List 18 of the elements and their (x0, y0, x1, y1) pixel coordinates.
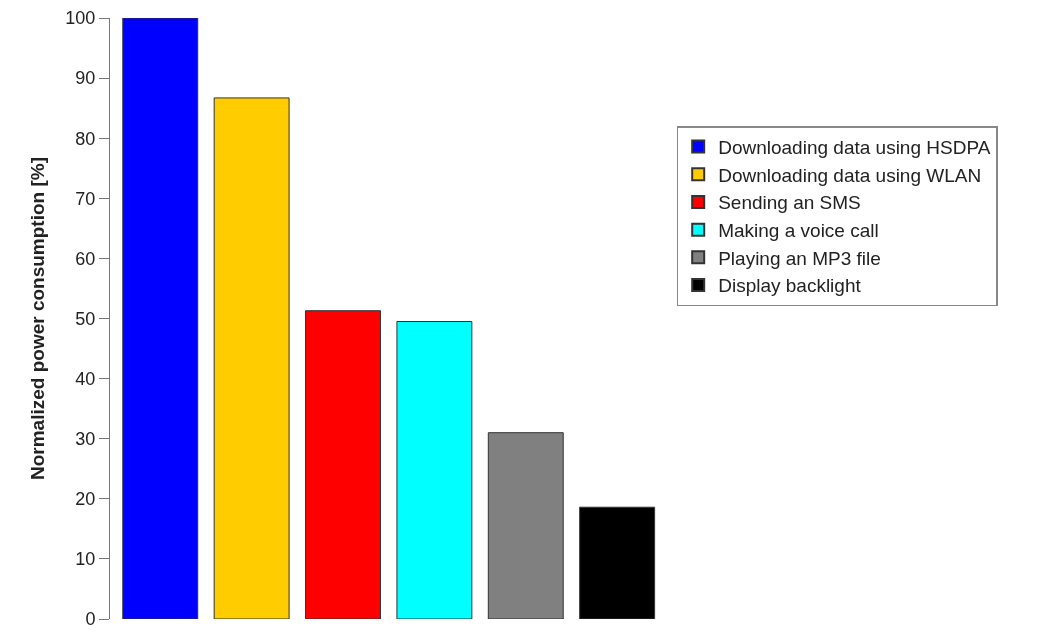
y-tick-label: 20 (75, 489, 96, 510)
y-tick-label: 70 (75, 188, 96, 209)
legend-label: Display backlight (718, 275, 862, 297)
y-tick-label: 10 (75, 549, 96, 570)
y-tick-label: 40 (75, 368, 96, 389)
y-tick-label: 60 (75, 248, 96, 269)
y-tick-label: 30 (75, 429, 96, 449)
y-axis-title: Normalized power consumption [%] (27, 156, 49, 481)
legend-label: Playing an MP3 file (718, 247, 881, 269)
y-tick-label: 100 (65, 8, 96, 29)
y-tick-label: 90 (75, 68, 96, 89)
legend-label: Downloading data using WLAN (718, 164, 982, 186)
legend-label: Sending an SMS (718, 192, 861, 214)
y-tick-label: 80 (75, 128, 96, 149)
y-tick-label: 0 (85, 609, 96, 630)
legend-label: Downloading data using HSDPA (718, 136, 991, 158)
y-tick-label: 50 (75, 308, 96, 329)
legend-label: Making a voice call (718, 220, 879, 242)
